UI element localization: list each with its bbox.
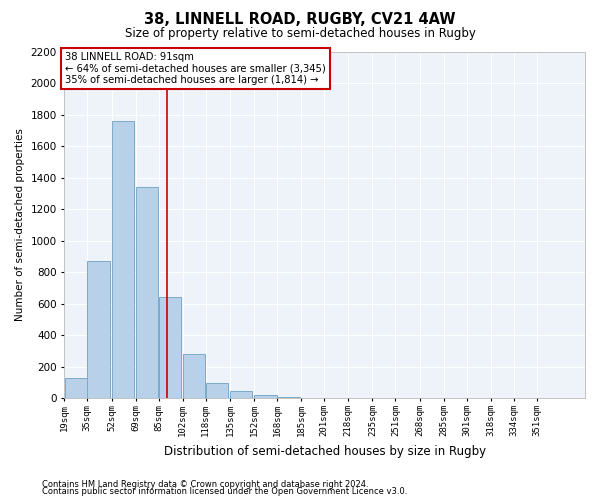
Bar [254,395,277,398]
Bar [136,187,158,398]
X-axis label: Distribution of semi-detached houses by size in Rugby: Distribution of semi-detached houses by … [164,444,486,458]
Bar [277,397,299,398]
Bar [230,392,253,398]
Text: Contains public sector information licensed under the Open Government Licence v3: Contains public sector information licen… [42,487,407,496]
Bar [183,354,205,399]
Bar [206,382,228,398]
Text: Size of property relative to semi-detached houses in Rugby: Size of property relative to semi-detach… [125,28,475,40]
Text: 38, LINNELL ROAD, RUGBY, CV21 4AW: 38, LINNELL ROAD, RUGBY, CV21 4AW [144,12,456,28]
Text: 38 LINNELL ROAD: 91sqm
← 64% of semi-detached houses are smaller (3,345)
35% of : 38 LINNELL ROAD: 91sqm ← 64% of semi-det… [65,52,326,86]
Text: Contains HM Land Registry data © Crown copyright and database right 2024.: Contains HM Land Registry data © Crown c… [42,480,368,489]
Y-axis label: Number of semi-detached properties: Number of semi-detached properties [15,128,25,322]
Bar [159,298,181,398]
Bar [112,121,134,398]
Bar [65,378,87,398]
Bar [88,261,110,398]
